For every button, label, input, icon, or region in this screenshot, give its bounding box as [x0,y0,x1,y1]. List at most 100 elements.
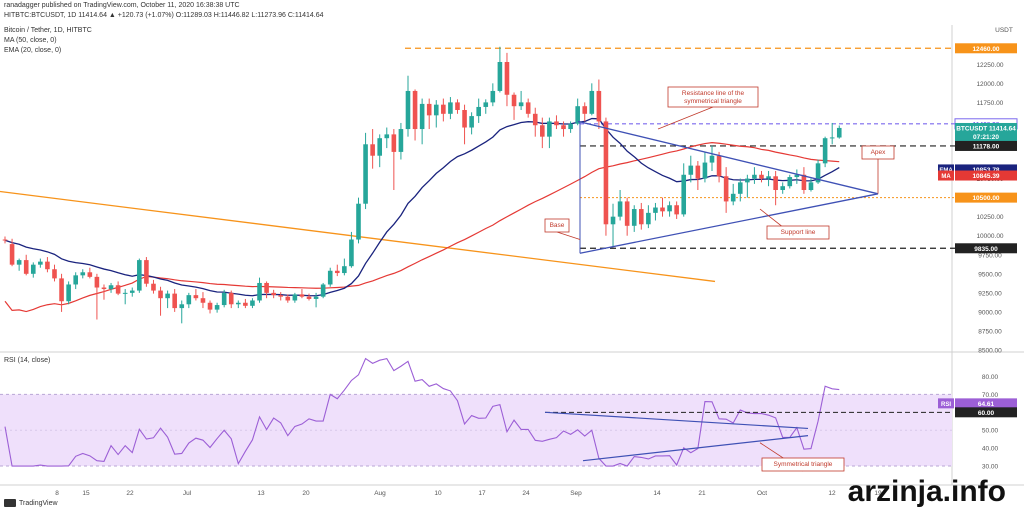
price-tick-label: 8500.00 [978,348,1002,355]
candle-body [660,207,665,212]
time-tick-label: 8 [55,490,59,497]
candle-body [16,260,22,265]
time-tick-label: 22 [126,490,134,497]
candle-body [518,102,524,107]
candle-body [441,104,446,114]
candle-body [236,302,241,305]
apex-callout-box [861,145,895,160]
candle-body [186,295,192,305]
price-tick-label: 9250.00 [978,290,1002,297]
price-badge-target: 12460.00 [972,46,999,53]
candle-body [766,176,771,179]
price-tick-label: 9000.00 [978,309,1002,316]
price-tick-label: 10250.00 [976,214,1003,221]
candle-body [448,102,453,114]
candle-body [596,90,602,122]
candle-body [568,123,573,130]
rsi-tick-label: 40.00 [982,446,999,453]
triangle-resistance-line [577,120,879,195]
rsi-tick-label: 30.00 [982,464,999,471]
rsi-tick-label: 70.00 [982,392,999,399]
watermark: arzinja.info [847,475,1006,508]
candle-body [815,163,821,183]
price-tick-label: 12000.00 [976,81,1003,88]
resistance-callout-pointer [657,106,714,130]
candle-body [808,182,814,190]
candle-body [709,155,715,163]
candle-body [589,90,595,114]
candle-body [433,104,439,116]
candle-body [497,62,503,91]
price-tick-label: 9750.00 [978,252,1002,259]
candle-body [561,125,566,130]
time-tick-label: Aug [374,490,386,497]
price-badge-ma: 10845.39 [972,173,999,180]
candle-body [723,176,729,202]
rsi-line [4,357,840,467]
candle-body [271,292,276,296]
base-callout-text: Base [550,222,565,229]
candle-body [306,296,312,299]
candle-body [610,216,616,225]
candle-body [207,302,213,310]
chart-header: ranadagger published on TradingView.com,… [0,0,960,55]
price-badge-time: 07:21:20 [973,134,999,141]
time-tick-label: 24 [522,490,530,497]
candle-body [137,260,142,291]
candle-body [540,125,545,137]
candle-body [419,103,425,130]
price-badge-symbol-bg [955,122,1017,133]
candle-body [716,155,722,177]
candle-body [66,284,71,302]
price-badge-ma-tag-bg [938,170,954,181]
candle-body [667,205,672,212]
candle-body [52,269,57,279]
candle-body [462,110,467,128]
candle-body [646,212,651,225]
candle-body [384,134,390,139]
candle-body [532,113,538,126]
candle-body [342,266,347,274]
candle-body [327,270,333,285]
candle-body [398,129,404,152]
ema-legend: EMA (20, close, 0) [4,47,62,54]
price-badge-ma-bg [955,170,1017,181]
candle-body [511,94,517,107]
price-badge-9835: 9835.00 [974,246,998,253]
candle-body [221,292,227,306]
price-badge-target-bg [955,43,1017,54]
rsi-tick-label: 80.00 [982,374,999,381]
candle-body [582,106,588,114]
candle-body [45,261,50,270]
rsi-legend: RSI (14, close) [4,357,51,364]
candle-body [639,209,644,225]
candle-body [476,106,481,117]
candle-body [469,116,474,128]
candle-body [349,239,354,267]
ema20-line [4,117,840,297]
candle-body [617,201,623,217]
candle-body [38,261,43,265]
candle-body [122,292,128,294]
tradingview-logo: TradingView [4,499,58,507]
time-tick-label: 17 [478,490,486,497]
price-tick-label: 12250.00 [976,62,1003,69]
candle-body [829,137,835,139]
base-callout-pointer [556,231,581,240]
currency-label: USDT [995,27,1013,34]
candle-body [200,298,206,303]
candle-body [165,293,170,299]
candle-body [144,260,149,284]
price-tick-label: 9500.00 [978,271,1002,278]
candle-body [356,203,361,240]
time-tick-label: 10 [434,490,442,497]
time-tick-label: 20 [302,490,310,497]
candle-body [794,174,800,178]
candle-body [313,296,319,299]
price-badge-10500: 10500.00 [972,195,999,202]
candle-body [377,138,383,156]
ma50-line [4,142,840,313]
price-tick-label: 10000.00 [976,233,1003,240]
candle-body [2,239,8,241]
